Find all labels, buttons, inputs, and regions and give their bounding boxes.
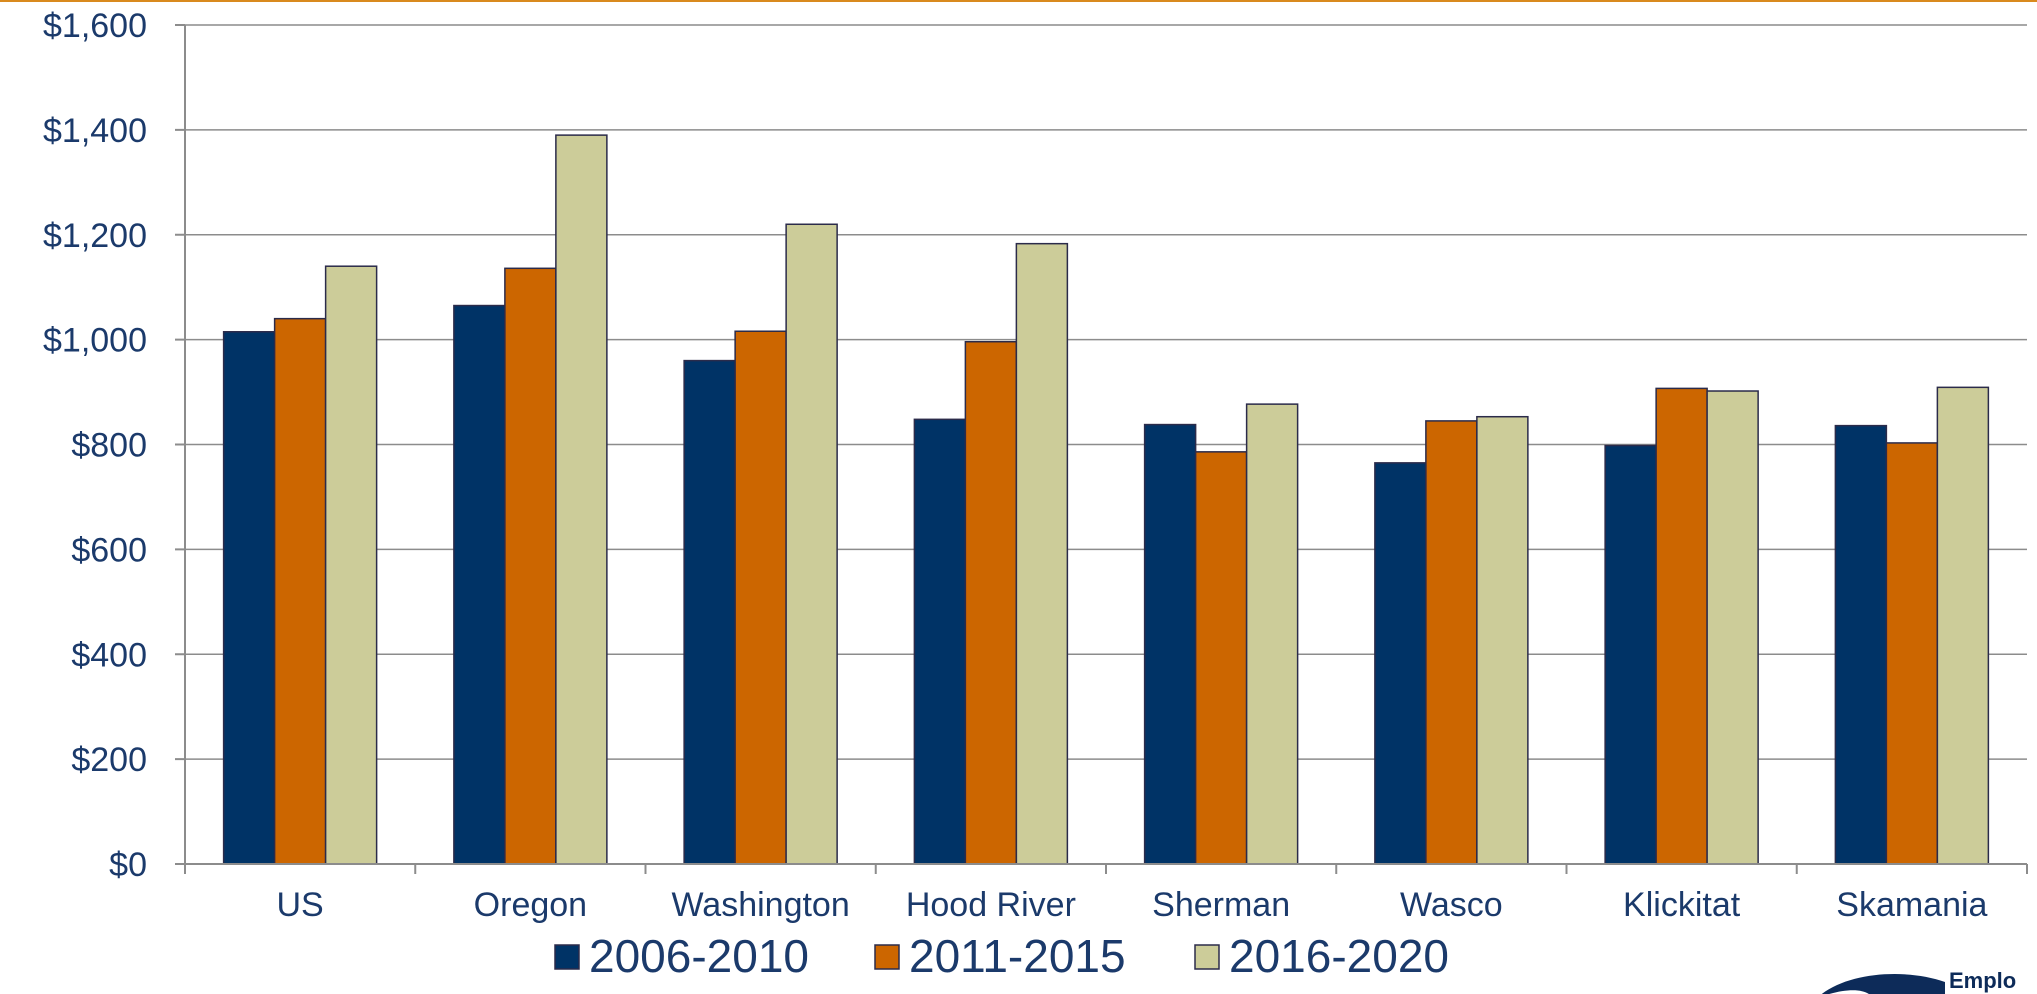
x-tick-label: US — [277, 886, 324, 924]
bar-wasco-2011-2015 — [1425, 420, 1478, 865]
bar-klickitat-2006-2010 — [1604, 444, 1657, 865]
y-tick-label: $1,200 — [43, 217, 147, 255]
top-rule — [0, 0, 2037, 2]
bar-us-2016-2020 — [324, 265, 378, 865]
y-tick-label: $200 — [71, 741, 147, 779]
bar-klickitat-2011-2015 — [1655, 387, 1708, 865]
legend-swatch — [874, 944, 900, 970]
legend: 2006-2010 2011-2015 2016-2020 — [554, 930, 1449, 982]
legend-label: 2006-2010 — [589, 930, 809, 982]
x-tick-label: Klickitat — [1623, 886, 1741, 924]
bar-klickitat-2016-2020 — [1706, 390, 1759, 865]
bar-sherman-2006-2010 — [1143, 423, 1197, 865]
logo-text: Emplo — [1949, 968, 2017, 993]
y-axis-ticks: $0 $200 $400 $600 $800 $1,000 $1,200 $1,400 $1,6… — [43, 7, 185, 884]
bar-washington-2011-2015 — [734, 330, 787, 865]
legend-label: 2011-2015 — [909, 930, 1126, 982]
bar-sherman-2016-2020 — [1245, 403, 1299, 865]
y-tick-label: $600 — [71, 531, 147, 569]
bar-skamania-2006-2010 — [1834, 424, 1888, 865]
x-tick-label: Oregon — [474, 886, 587, 924]
bar-wasco-2016-2020 — [1476, 415, 1529, 865]
bar-wasco-2006-2010 — [1374, 462, 1427, 865]
y-tick-label: $400 — [71, 636, 147, 674]
bar-oregon-2011-2015 — [504, 267, 557, 865]
bars — [222, 134, 1990, 865]
bar-washington-2016-2020 — [785, 223, 838, 865]
y-tick-label: $1,600 — [43, 7, 147, 45]
bar-sherman-2011-2015 — [1194, 451, 1248, 865]
employment-logo: Emplo — [1815, 968, 2037, 994]
bar-oregon-2016-2020 — [555, 134, 608, 865]
bar-hood-river-2011-2015 — [964, 340, 1018, 865]
y-tick-label: $0 — [109, 846, 147, 884]
bar-oregon-2006-2010 — [453, 304, 506, 865]
y-tick-label: $800 — [71, 427, 147, 465]
x-tick-label: Skamania — [1836, 886, 1987, 924]
bar-hood-river-2016-2020 — [1015, 242, 1069, 865]
x-tick-label: Sherman — [1152, 886, 1290, 924]
x-tick-label: Wasco — [1400, 886, 1503, 924]
y-tick-label: $1,000 — [43, 322, 147, 360]
x-axis-ticks: US Oregon Washington Hood River Sherman Wasco… — [184, 864, 2028, 924]
bar-us-2011-2015 — [273, 317, 327, 865]
x-tick-label: Hood River — [906, 886, 1076, 924]
legend-swatch — [554, 944, 580, 970]
legend-label: 2016-2020 — [1229, 930, 1449, 982]
legend-swatch — [1194, 944, 1220, 970]
bar-washington-2006-2010 — [683, 359, 736, 865]
bar-skamania-2011-2015 — [1885, 442, 1939, 865]
logo-swoosh-icon — [1822, 974, 1945, 994]
bar-hood-river-2006-2010 — [913, 418, 967, 865]
bar-us-2006-2010 — [222, 331, 276, 865]
x-tick-label: Washington — [671, 886, 849, 924]
bar-skamania-2016-2020 — [1936, 386, 1990, 865]
y-tick-label: $1,400 — [43, 112, 147, 150]
